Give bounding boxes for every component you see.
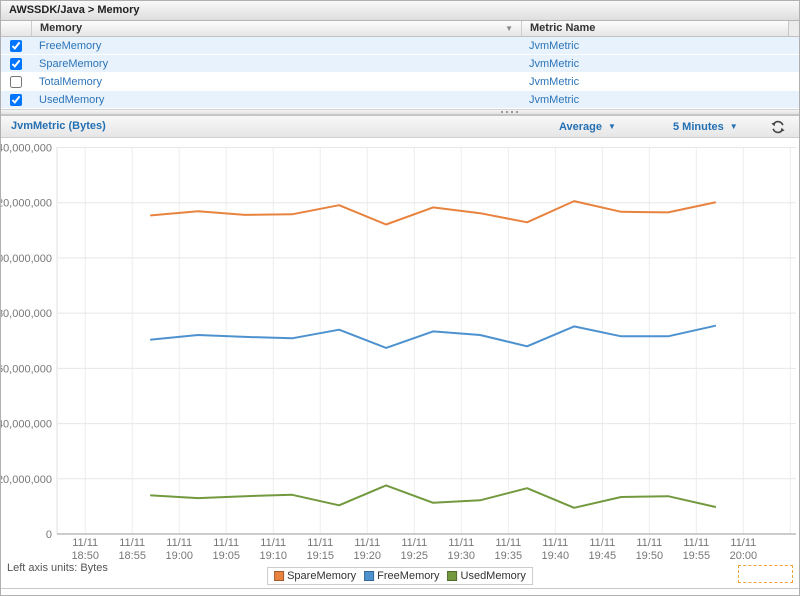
metric-link-usedmemory[interactable]: UsedMemory	[39, 94, 104, 106]
x-tick-date: 11/11	[589, 537, 615, 549]
metric-table-header: Memory ▼ Metric Name	[1, 21, 799, 37]
x-tick-time: 19:10	[259, 550, 287, 562]
x-tick-time: 19:55	[683, 550, 711, 562]
metric-table-rows: FreeMemory JvmMetric SpareMemory JvmMetr…	[1, 37, 799, 109]
row-checkbox-totalmemory[interactable]	[10, 76, 22, 88]
period-dropdown[interactable]: 5 Minutes ▼	[673, 116, 738, 138]
x-tick-date: 11/11	[72, 537, 98, 549]
column-header-memory-label: Memory	[40, 22, 82, 34]
table-row: SpareMemory JvmMetric	[1, 55, 799, 73]
x-tick-time: 19:15	[306, 550, 334, 562]
row-checkbox-freememory[interactable]	[10, 40, 22, 52]
dashed-selection-box	[738, 565, 793, 583]
table-scrollbar-gutter	[788, 21, 799, 36]
metric-name-link[interactable]: JvmMetric	[529, 40, 579, 52]
metric-name-link[interactable]: JvmMetric	[529, 58, 579, 70]
x-tick-time: 19:25	[401, 550, 429, 562]
metric-link-freememory[interactable]: FreeMemory	[39, 40, 101, 52]
x-tick-date: 11/11	[401, 537, 427, 549]
statistic-dropdown-label: Average	[559, 121, 602, 133]
x-tick-date: 11/11	[448, 537, 474, 549]
x-tick-date: 11/11	[636, 537, 662, 549]
chart-legend: SpareMemory FreeMemory UsedMemory	[267, 567, 533, 585]
column-header-metric-name[interactable]: Metric Name	[521, 21, 788, 36]
statistic-dropdown[interactable]: Average ▼	[559, 116, 616, 138]
metric-link-totalmemory[interactable]: TotalMemory	[39, 76, 102, 88]
x-tick-time: 19:05	[212, 550, 240, 562]
column-header-memory[interactable]: Memory ▼	[31, 21, 521, 36]
legend-item-FreeMemory: FreeMemory	[364, 570, 439, 582]
breadcrumb: AWSSDK/Java > Memory	[1, 1, 799, 21]
legend-label: UsedMemory	[461, 570, 526, 582]
cloudwatch-metric-browser: AWSSDK/Java > Memory Memory ▼ Metric Nam…	[0, 0, 800, 596]
y-tick-label: 20,000,000	[1, 474, 52, 486]
x-tick-date: 11/11	[213, 537, 239, 549]
chevron-down-icon: ▼	[730, 122, 738, 131]
x-tick-date: 11/11	[730, 537, 756, 549]
x-tick-time: 19:30	[448, 550, 476, 562]
column-header-metric-name-label: Metric Name	[530, 22, 595, 34]
metric-line-chart[interactable]: 0 20,000,000 40,000,000 60,000,000 80,000,00…	[1, 138, 799, 562]
y-tick-label: 40,000,000	[1, 419, 52, 431]
x-tick-time: 19:20	[354, 550, 382, 562]
y-tick-label: 0	[46, 529, 52, 541]
x-tick-time: 19:00	[165, 550, 193, 562]
y-tick-label: 140,000,000	[1, 143, 52, 155]
x-tick-time: 19:50	[636, 550, 664, 562]
table-row: UsedMemory JvmMetric	[1, 91, 799, 109]
x-tick-time: 20:00	[730, 550, 758, 562]
chevron-down-icon: ▼	[608, 122, 616, 131]
table-row: FreeMemory JvmMetric	[1, 37, 799, 55]
chart-title: JvmMetric (Bytes)	[11, 116, 106, 137]
row-checkbox-sparememory[interactable]	[10, 58, 22, 70]
y-tick-label: 120,000,000	[1, 198, 52, 210]
refresh-button[interactable]	[770, 119, 786, 135]
x-tick-time: 18:50	[71, 550, 99, 562]
metric-name-link[interactable]: JvmMetric	[529, 94, 579, 106]
sort-arrow-icon[interactable]: ▼	[505, 21, 513, 36]
period-dropdown-label: 5 Minutes	[673, 121, 724, 133]
legend-item-UsedMemory: UsedMemory	[448, 570, 526, 582]
legend-swatch	[274, 571, 284, 581]
checkbox-column-header	[1, 21, 31, 36]
series-line-FreeMemory	[151, 326, 715, 348]
y-tick-label: 80,000,000	[1, 308, 52, 320]
legend-item-SpareMemory: SpareMemory	[274, 570, 356, 582]
refresh-icon	[770, 119, 786, 135]
legend-label: SpareMemory	[287, 570, 356, 582]
series-line-UsedMemory	[151, 485, 715, 507]
x-tick-date: 11/11	[542, 537, 568, 549]
x-tick-date: 11/11	[119, 537, 145, 549]
metric-name-link[interactable]: JvmMetric	[529, 76, 579, 88]
metric-link-sparememory[interactable]: SpareMemory	[39, 58, 108, 70]
y-tick-label: 100,000,000	[1, 253, 52, 265]
y-tick-label: 60,000,000	[1, 363, 52, 375]
x-tick-date: 11/11	[260, 537, 286, 549]
splitter-grip-icon[interactable]	[501, 111, 518, 113]
chart-panel: JvmMetric (Bytes) Average ▼ 5 Minutes ▼ 0 2…	[1, 115, 799, 589]
legend-label: FreeMemory	[377, 570, 439, 582]
legend-swatch	[448, 571, 458, 581]
x-tick-date: 11/11	[166, 537, 192, 549]
x-tick-time: 19:40	[542, 550, 570, 562]
left-axis-units-label: Left axis units: Bytes	[7, 562, 108, 574]
legend-swatch	[364, 571, 374, 581]
chart-header: JvmMetric (Bytes) Average ▼ 5 Minutes ▼	[1, 116, 799, 138]
x-tick-date: 11/11	[683, 537, 709, 549]
table-row: TotalMemory JvmMetric	[1, 73, 799, 91]
x-tick-date: 11/11	[495, 537, 521, 549]
x-tick-time: 19:35	[495, 550, 523, 562]
x-tick-date: 11/11	[354, 537, 380, 549]
x-tick-time: 18:55	[118, 550, 146, 562]
x-tick-time: 19:45	[589, 550, 617, 562]
x-tick-date: 11/11	[307, 537, 333, 549]
series-line-SpareMemory	[151, 201, 715, 224]
row-checkbox-usedmemory[interactable]	[10, 94, 22, 106]
